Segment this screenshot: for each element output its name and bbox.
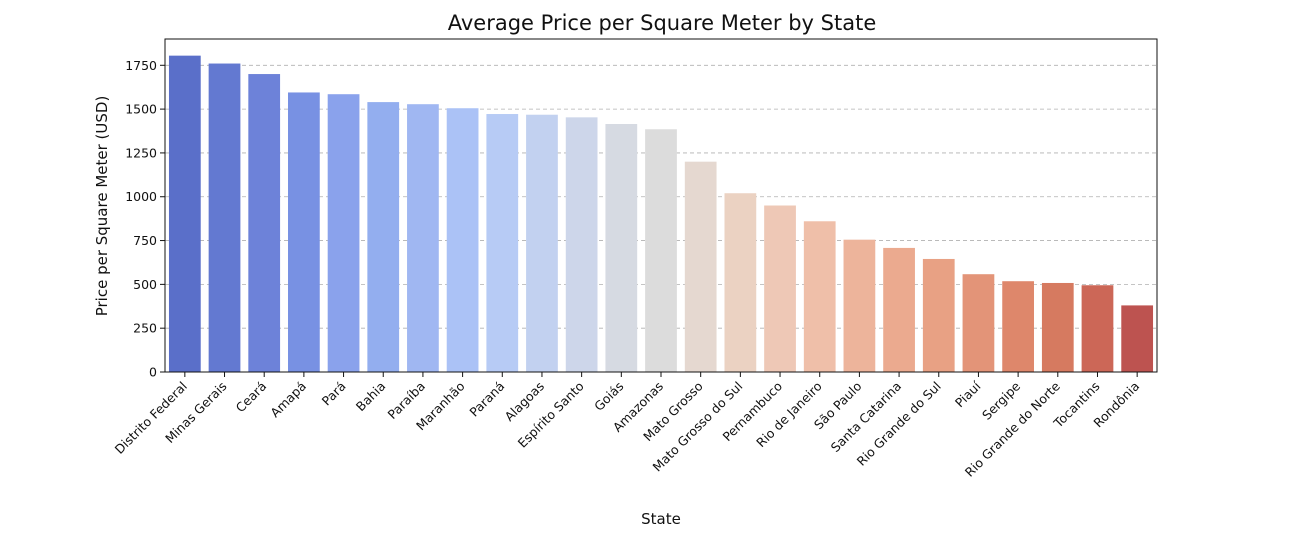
- x-tick-label: Bahia: [353, 379, 389, 415]
- x-axis-label: State: [641, 510, 681, 528]
- x-tick-label: Goiás: [591, 379, 626, 414]
- bars: [168, 55, 1154, 373]
- y-tick-label: 750: [133, 233, 157, 248]
- y-axis-ticks: 0 250 500 750 1000 1250 1500 1750: [125, 58, 165, 380]
- bar: [1002, 281, 1034, 372]
- bar: [803, 221, 836, 372]
- x-tick-label: Santa Catarina: [828, 379, 905, 456]
- y-tick-label: 250: [133, 321, 157, 336]
- bar: [1041, 282, 1074, 372]
- bar: [1081, 285, 1114, 372]
- bar: [1121, 305, 1154, 372]
- bar: [645, 129, 677, 372]
- bar: [724, 193, 757, 372]
- bar: [764, 205, 796, 372]
- x-tick-label: Distrito Federal: [112, 379, 190, 457]
- bar: [446, 108, 479, 373]
- bar: [367, 102, 400, 373]
- y-tick-label: 0: [149, 365, 157, 380]
- bar: [843, 239, 876, 372]
- bar: [168, 55, 201, 373]
- bar: [407, 104, 439, 373]
- bar: [962, 274, 995, 372]
- y-tick-label: 500: [133, 277, 157, 292]
- x-tick-label: Pará: [319, 379, 349, 409]
- bar: [565, 117, 598, 373]
- y-tick-label: 1750: [125, 58, 157, 73]
- y-axis-label: Price per Square Meter (USD): [93, 96, 111, 317]
- bar: [248, 74, 281, 372]
- y-tick-label: 1250: [125, 145, 157, 160]
- bar: [922, 258, 955, 372]
- bar: [327, 94, 360, 373]
- bar: [883, 247, 915, 372]
- bar: [605, 124, 638, 373]
- bar: [684, 161, 717, 372]
- x-tick-label: Piauí: [952, 378, 984, 410]
- y-tick-label: 1000: [125, 189, 157, 204]
- bar: [486, 114, 519, 372]
- y-tick-label: 1500: [125, 102, 157, 117]
- x-tick-label: Ceará: [233, 379, 270, 416]
- bar: [208, 63, 241, 373]
- bar: [526, 114, 558, 372]
- chart-title: Average Price per Square Meter by State: [448, 11, 877, 35]
- x-tick-label: Amapá: [267, 379, 309, 421]
- bar: [288, 92, 320, 372]
